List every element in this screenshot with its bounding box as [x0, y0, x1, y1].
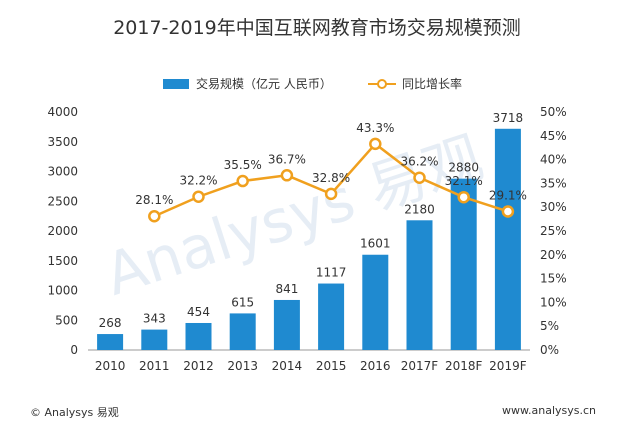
growth-value-label: 29.1% [489, 188, 527, 202]
legend-line-marker [377, 79, 387, 89]
bar-value-label: 3718 [493, 111, 524, 125]
legend: 交易规模（亿元 人民币） 同比增长率 [163, 76, 462, 91]
y-right-tick-label: 50% [540, 105, 567, 119]
footer-url[interactable]: www.analysys.cn [502, 404, 596, 417]
chart-title: 2017-2019年中国互联网教育市场交易规模预测 [113, 17, 521, 39]
growth-point-2017F [413, 171, 426, 184]
x-tick-label: 2011 [139, 359, 170, 373]
growth-value-label: 43.3% [356, 121, 394, 135]
y-left-tick-label: 3500 [47, 135, 78, 149]
growth-value-label: 28.1% [135, 193, 173, 207]
bar-2010 [97, 334, 124, 350]
legend-bar-swatch [163, 79, 189, 89]
growth-value-label: 32.8% [312, 171, 350, 185]
y-right-tick-label: 45% [540, 129, 567, 143]
x-tick-label: 2013 [227, 359, 258, 373]
bar-2019F [494, 128, 521, 350]
y-right-tick-label: 40% [540, 153, 567, 167]
y-left-tick-label: 1000 [47, 284, 78, 298]
y-left-tick-label: 0 [70, 343, 78, 357]
data-labels: 268 343 454 615 841 1117 1601 2180 2880 3718 28.1%… [99, 111, 527, 330]
y-left-tick-label: 4000 [47, 105, 78, 119]
growth-value-label: 32.2% [179, 174, 217, 188]
x-tick-label: 2012 [183, 359, 214, 373]
legend-bar-label: 交易规模（亿元 人民币） [196, 76, 332, 91]
y-right-tick-label: 10% [540, 295, 567, 309]
x-tick-label: 2016 [360, 359, 391, 373]
y-left-tick-label: 1500 [47, 254, 78, 268]
growth-point-2011 [148, 209, 161, 223]
bar-value-label: 343 [143, 312, 166, 326]
axes: 0 500 1000 1500 2000 2500 3000 3500 4000 0% 5% 10% 1… [47, 105, 566, 373]
growth-line [148, 137, 515, 223]
y-right-tick-label: 5% [540, 319, 559, 333]
x-tick-label: 2019F [489, 359, 527, 373]
bars [97, 128, 521, 350]
x-tick-label: 2014 [272, 359, 303, 373]
bar-value-label: 1601 [360, 237, 391, 251]
x-tick-label: 2018F [445, 359, 483, 373]
growth-value-label: 36.7% [268, 152, 306, 166]
growth-value-label: 35.5% [224, 158, 262, 172]
growth-point-2012 [192, 190, 205, 203]
bar-value-label: 2880 [448, 161, 479, 175]
growth-value-label: 32.1% [445, 174, 483, 188]
bar-value-label: 841 [275, 282, 298, 296]
bar-value-label: 615 [231, 295, 254, 309]
y-right-tick-label: 0% [540, 343, 559, 357]
bar-value-label: 2180 [404, 202, 435, 216]
x-tick-label: 2015 [316, 359, 347, 373]
growth-point-2015 [324, 187, 338, 201]
legend-line-label: 同比增长率 [402, 76, 462, 91]
bar-value-label: 268 [99, 316, 122, 330]
bar-2015 [318, 283, 345, 350]
bar-2011 [141, 329, 168, 350]
y-left-tick-label: 3000 [47, 165, 78, 179]
x-tick-label: 2017F [401, 359, 439, 373]
y-left-tick-label: 2500 [47, 194, 78, 208]
bar-value-label: 454 [187, 305, 210, 319]
y-right-tick-label: 25% [540, 224, 567, 238]
bar-2012 [185, 322, 212, 350]
bar-2017F [406, 220, 433, 350]
x-tick-label: 2010 [95, 359, 126, 373]
growth-point-2019F [501, 205, 515, 218]
y-right-tick-label: 15% [540, 272, 567, 286]
growth-value-label: 36.2% [400, 155, 438, 169]
bar-2016 [362, 254, 389, 350]
bar-2018F [450, 178, 477, 350]
y-left-tick-label: 500 [55, 313, 78, 327]
y-right-tick-label: 30% [540, 200, 567, 214]
growth-point-2013 [236, 174, 249, 188]
y-left-tick-label: 2000 [47, 224, 78, 238]
bar-2014 [273, 299, 300, 350]
y-right-tick-label: 20% [540, 248, 567, 262]
bar-value-label: 1117 [316, 266, 347, 280]
chart-canvas: 2017-2019年中国互联网教育市场交易规模预测 交易规模（亿元 人民币） 同… [47, 17, 566, 373]
growth-point-2018F [457, 190, 470, 204]
footer-copyright: © Analysys 易观 [30, 406, 119, 419]
growth-point-2016 [369, 137, 382, 151]
bar-2013 [229, 313, 256, 350]
y-right-tick-label: 35% [540, 176, 567, 190]
growth-point-2014 [280, 169, 294, 182]
